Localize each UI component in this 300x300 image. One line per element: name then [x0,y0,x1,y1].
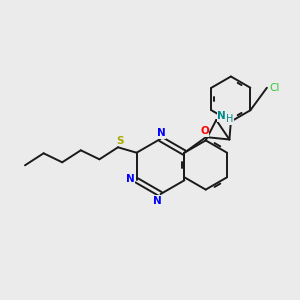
Text: O: O [200,126,209,136]
Text: Cl: Cl [269,83,280,93]
Text: S: S [117,136,124,146]
Text: H: H [226,114,233,124]
Text: N: N [152,196,161,206]
Text: N: N [157,128,166,139]
Text: N: N [217,111,226,122]
Text: N: N [126,174,134,184]
